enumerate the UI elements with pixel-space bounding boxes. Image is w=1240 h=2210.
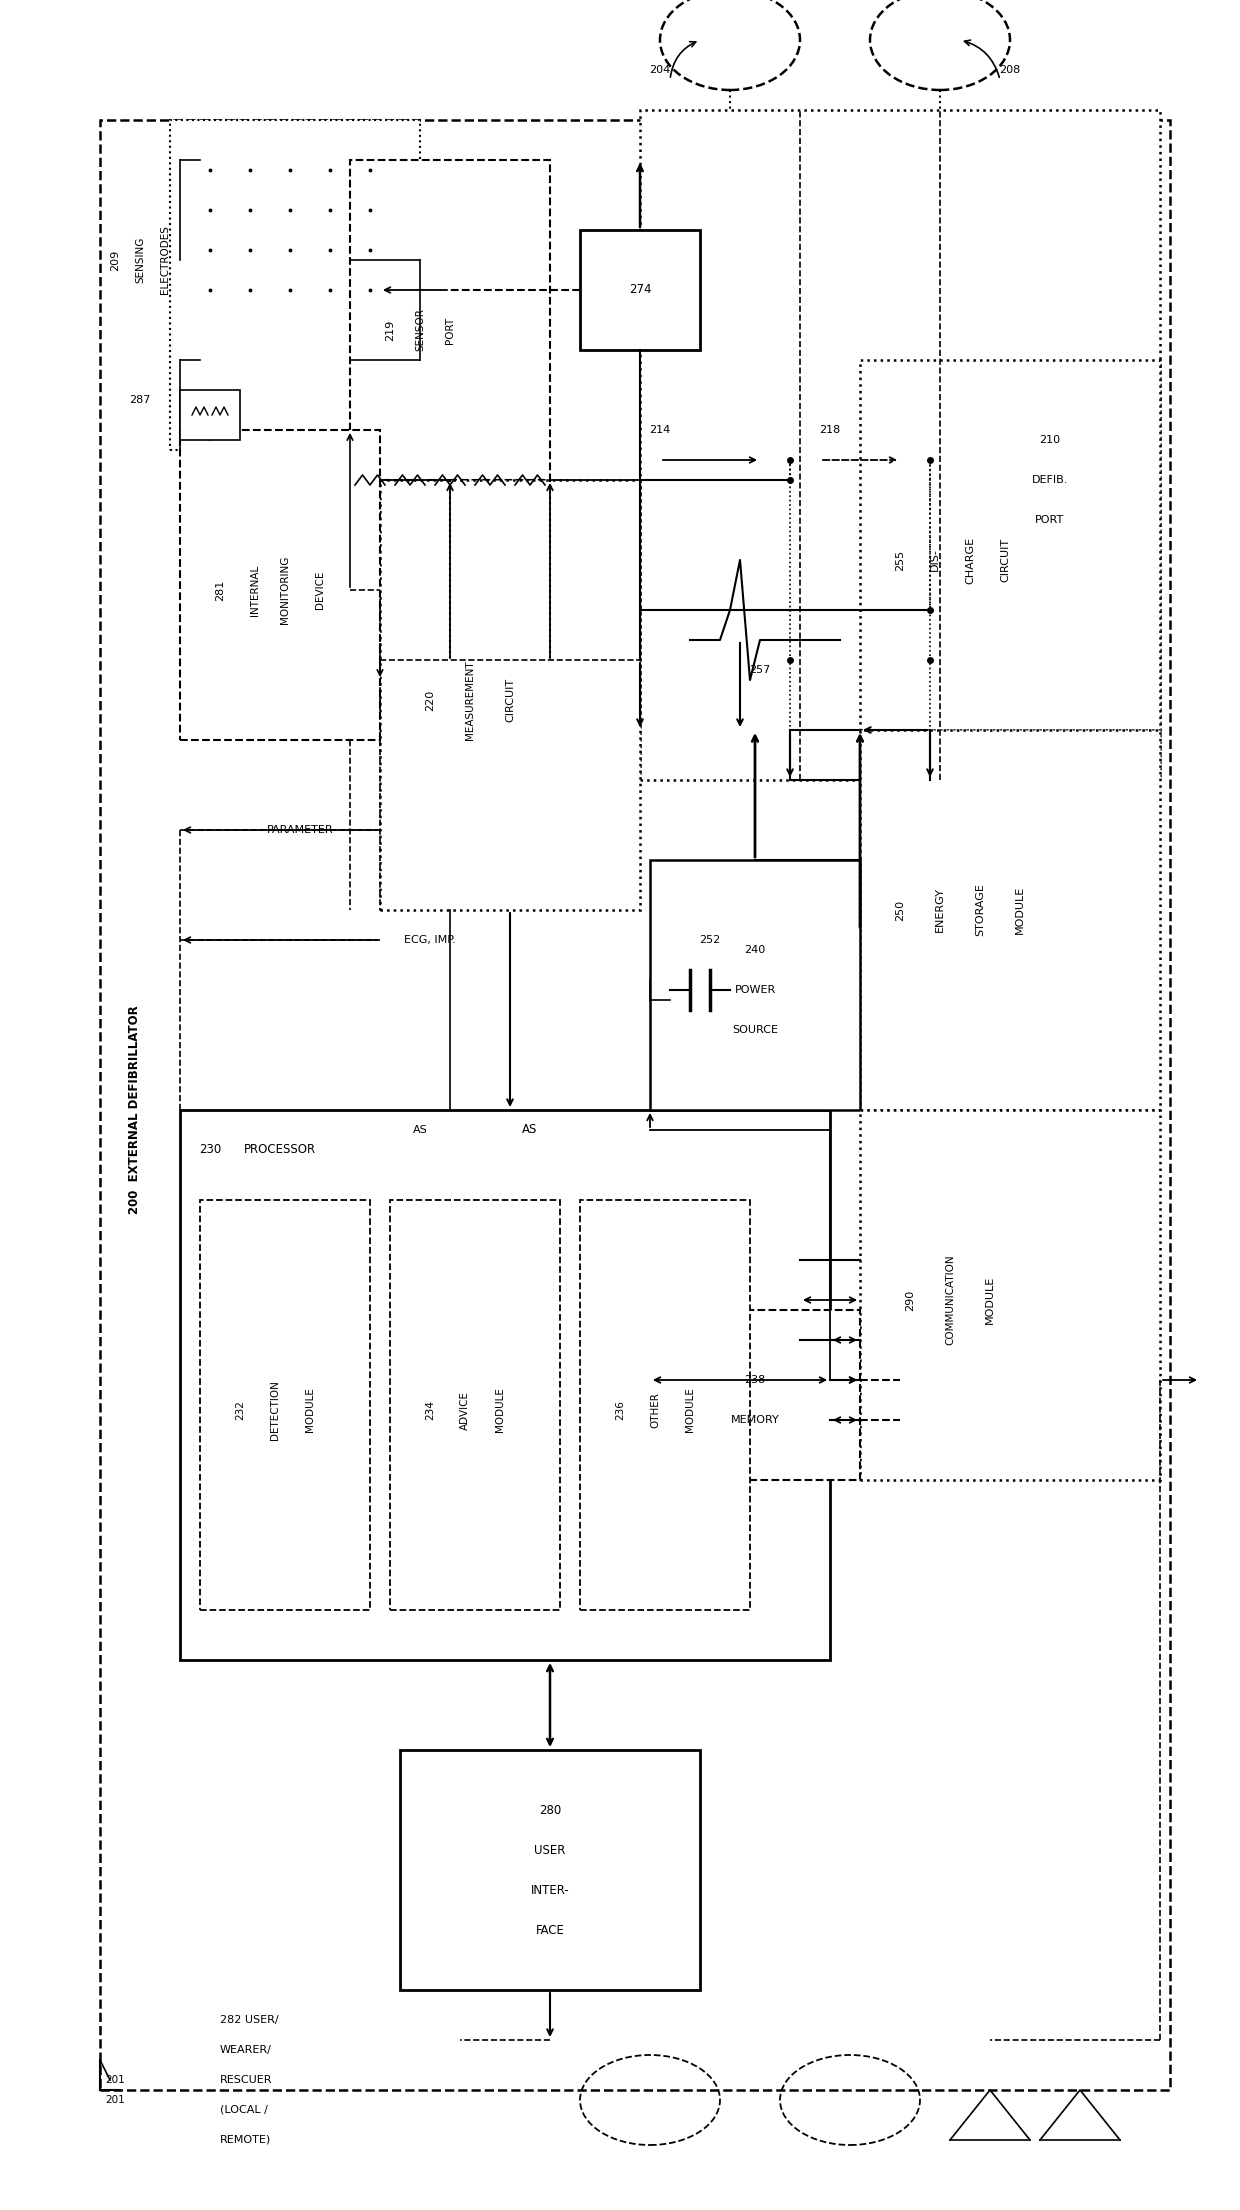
Text: SENSING: SENSING — [135, 236, 145, 283]
Text: 281: 281 — [215, 579, 224, 601]
Text: 200  EXTERNAL DEFIBRILLATOR: 200 EXTERNAL DEFIBRILLATOR — [129, 1006, 141, 1213]
Bar — [180, 389, 241, 440]
Text: DIS-: DIS- — [930, 548, 940, 572]
Text: MODULE: MODULE — [684, 1388, 694, 1432]
Bar — [379, 480, 640, 911]
Text: MODULE: MODULE — [985, 1275, 994, 1324]
Text: SOURCE: SOURCE — [732, 1025, 777, 1034]
Bar — [180, 431, 379, 740]
Text: ENERGY: ENERGY — [935, 888, 945, 933]
Bar — [200, 1200, 370, 1611]
Text: 280: 280 — [539, 1803, 562, 1817]
Bar — [100, 119, 1171, 2091]
Text: POWER: POWER — [734, 986, 776, 994]
Text: (LOCAL /: (LOCAL / — [219, 2104, 268, 2115]
Text: RESCUER: RESCUER — [219, 2075, 273, 2084]
Text: 209: 209 — [110, 250, 120, 270]
Text: PARAMETER: PARAMETER — [267, 824, 334, 835]
Text: MONITORING: MONITORING — [280, 555, 290, 623]
Text: INTER-: INTER- — [531, 1883, 569, 1896]
Text: REMOTE): REMOTE) — [219, 2135, 272, 2146]
Text: DEFIB.: DEFIB. — [1032, 475, 1068, 484]
Text: OTHER: OTHER — [650, 1392, 660, 1428]
Bar — [650, 1311, 861, 1481]
Text: 257: 257 — [749, 665, 770, 674]
Text: 201: 201 — [105, 2075, 125, 2084]
Text: 290: 290 — [905, 1288, 915, 1311]
Text: 232: 232 — [236, 1401, 246, 1421]
Text: 240: 240 — [744, 946, 765, 955]
Text: 210: 210 — [1039, 435, 1060, 444]
Text: ADVICE: ADVICE — [460, 1390, 470, 1430]
Text: 230: 230 — [198, 1143, 221, 1156]
Text: FACE: FACE — [536, 1923, 564, 1936]
Bar — [650, 860, 861, 1109]
Bar — [170, 119, 420, 451]
Text: SENSOR: SENSOR — [415, 309, 425, 351]
Text: 219: 219 — [384, 320, 396, 340]
Bar — [640, 110, 1159, 780]
Text: 252: 252 — [699, 935, 720, 946]
Bar — [861, 729, 1159, 1109]
Text: ECG, IMP.: ECG, IMP. — [404, 935, 456, 946]
Text: PORT: PORT — [1035, 515, 1065, 526]
Bar — [580, 230, 701, 349]
Bar — [350, 159, 551, 480]
Text: MEMORY: MEMORY — [730, 1414, 780, 1425]
Text: PORT: PORT — [445, 316, 455, 343]
Text: 220: 220 — [425, 690, 435, 712]
Text: 236: 236 — [615, 1401, 625, 1421]
Text: STORAGE: STORAGE — [975, 884, 985, 937]
Text: DETECTION: DETECTION — [270, 1379, 280, 1441]
Text: AS: AS — [413, 1125, 428, 1136]
Bar — [861, 1109, 1159, 1481]
Bar — [391, 1200, 560, 1611]
Bar — [401, 1750, 701, 1989]
Text: PROCESSOR: PROCESSOR — [244, 1143, 316, 1156]
Text: 282 USER/: 282 USER/ — [219, 2016, 279, 2024]
Text: MEASUREMENT: MEASUREMENT — [465, 661, 475, 740]
Text: MODULE: MODULE — [495, 1388, 505, 1432]
Text: COMMUNICATION: COMMUNICATION — [945, 1255, 955, 1346]
Text: CIRCUIT: CIRCUIT — [505, 678, 515, 723]
Text: 234: 234 — [425, 1401, 435, 1421]
Text: 238: 238 — [744, 1375, 765, 1386]
Text: 214: 214 — [650, 424, 671, 435]
Text: AS: AS — [522, 1123, 538, 1136]
Text: 274: 274 — [629, 283, 651, 296]
Text: 208: 208 — [999, 64, 1021, 75]
Text: INTERNAL: INTERNAL — [250, 564, 260, 617]
Text: 250: 250 — [895, 899, 905, 922]
Text: 255: 255 — [895, 550, 905, 570]
Bar — [580, 1200, 750, 1611]
Text: CIRCUIT: CIRCUIT — [999, 537, 1011, 581]
Text: CHARGE: CHARGE — [965, 537, 975, 583]
Text: 218: 218 — [820, 424, 841, 435]
Text: DEVICE: DEVICE — [315, 570, 325, 610]
Text: WEARER/: WEARER/ — [219, 2044, 272, 2055]
Bar — [180, 1109, 830, 1660]
Text: USER: USER — [534, 1843, 565, 1856]
Text: 287: 287 — [129, 396, 151, 404]
Bar — [861, 360, 1159, 729]
Text: ELECTRODES: ELECTRODES — [160, 225, 170, 294]
Text: 201: 201 — [105, 2095, 125, 2104]
Text: MODULE: MODULE — [1016, 886, 1025, 935]
Text: MODULE: MODULE — [305, 1388, 315, 1432]
Text: 204: 204 — [650, 64, 671, 75]
